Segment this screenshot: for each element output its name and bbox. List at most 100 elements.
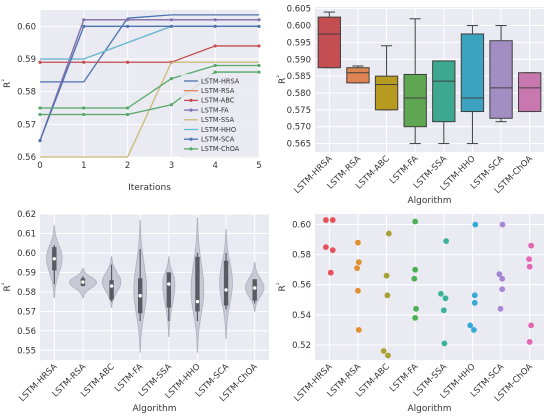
legend-marker: [189, 98, 193, 102]
series-point: [38, 106, 42, 110]
y-axis-label: R²: [0, 282, 13, 291]
y-tick-label: 0.62: [17, 210, 36, 220]
strip-point: [322, 217, 329, 223]
legend-box: [181, 74, 257, 158]
series-point: [257, 18, 261, 22]
series-point: [38, 139, 42, 143]
legend-marker: [189, 137, 193, 141]
strip-point: [526, 256, 533, 263]
y-tick-label: 0.57: [17, 120, 36, 130]
strip-point: [380, 348, 387, 354]
y-axis-label: R²: [275, 282, 288, 291]
line-chart-panel: 0.56 0.57 0.58 0.59 0.60 R² 0 1 2 3 4 5 Iterations LS…: [0, 0, 275, 200]
strip-plot: 0.520.540.560.580.60R²LSTM-HRSALSTM-RSAL…: [275, 214, 544, 414]
x-axis-label: Algorithm: [132, 404, 176, 414]
x-tick-label: 0: [37, 161, 42, 171]
violin-median-dot: [167, 282, 171, 286]
series-point: [257, 70, 261, 74]
y-tick-label: 0.59: [17, 55, 36, 65]
series-point: [82, 106, 86, 110]
violin-iqr-bar: [252, 279, 257, 301]
y-tick-label: 0.570: [287, 123, 311, 133]
plot-background: [315, 214, 544, 360]
strip-point: [355, 259, 362, 266]
strip-point: [467, 322, 474, 329]
strip-point: [355, 287, 361, 294]
box-plot: 0.565 0.570 0.575 0.580 0.585 0.590 0.595 0.600…: [275, 5, 544, 206]
y-tick-label: 0.60: [292, 221, 311, 231]
y-tick-label: 0.56: [17, 327, 36, 337]
violin-iqr-bar: [166, 272, 172, 308]
y-tick-label: 0.575: [287, 106, 311, 116]
series-line: [40, 14, 259, 83]
strip-point: [471, 292, 478, 299]
x-tick-label: LSTM-HRSA: [292, 362, 334, 404]
violin-plot: 0.55 0.56 0.57 0.58 0.59 0.60 0.61 0.62 R² LSTM-H…: [0, 210, 269, 414]
y-tick-label: 0.55: [17, 346, 36, 356]
series-point: [213, 18, 217, 22]
x-tick-label: LSTM-HRSA: [292, 154, 334, 196]
strip-point: [499, 275, 506, 282]
violin-median-dot: [195, 299, 200, 304]
box-body: [346, 67, 370, 84]
box-body: [403, 73, 427, 128]
strip-point: [384, 292, 391, 299]
strip-point: [497, 305, 504, 312]
box-body: [460, 33, 485, 113]
violin-median-dot: [224, 288, 228, 292]
box-body: [374, 75, 399, 111]
y-tick-label: 0.60: [17, 249, 36, 259]
violin-iqr-bar: [109, 280, 114, 300]
series-line: [40, 64, 259, 109]
violin-median-dot: [109, 284, 114, 288]
legend-entry: LSTM-HHO: [201, 126, 236, 134]
strip-point: [440, 307, 447, 314]
strip-point: [496, 271, 503, 278]
series-point: [169, 24, 173, 28]
strip-point: [355, 326, 362, 333]
series-line: [39, 25, 259, 141]
violin-median-dot: [138, 294, 142, 298]
violin-median-dot: [52, 257, 57, 261]
x-tick-label: 1: [81, 161, 86, 171]
y-axis-label: R²: [275, 75, 288, 84]
y-tick-label: 0.57: [17, 307, 36, 317]
legend-entry: LSTM-HRSA: [201, 77, 240, 85]
box-plot-panel: 0.565 0.570 0.575 0.580 0.585 0.590 0.595 0.600…: [275, 0, 550, 208]
strip-point: [412, 218, 419, 225]
box-body: [518, 72, 542, 113]
x-axis-label: Algorithm: [407, 404, 451, 414]
legend-marker: [189, 108, 193, 112]
strip-point: [526, 339, 533, 345]
series-line: [40, 45, 259, 63]
series-point: [82, 24, 86, 28]
strip-point: [355, 239, 361, 246]
x-axis-label: Algorithm: [407, 196, 451, 206]
series-point: [213, 44, 217, 48]
strip-point: [528, 242, 535, 249]
y-tick-label: 0.60: [17, 22, 36, 32]
legend-entry: LSTM-RSA: [201, 87, 235, 95]
y-tick-label: 0.585: [287, 72, 311, 82]
series-point: [38, 60, 42, 64]
strip-point: [329, 247, 336, 254]
y-tick-label: 0.54: [292, 311, 311, 321]
box-body: [317, 16, 341, 69]
strip-point: [443, 238, 450, 244]
y-axis-label: R²: [0, 79, 13, 88]
series-point: [169, 77, 173, 81]
series-point: [126, 106, 130, 110]
strip-point: [471, 299, 478, 306]
legend-entry: LSTM-SSA: [201, 116, 234, 124]
strip-point: [470, 326, 477, 333]
strip-point: [322, 244, 329, 251]
series-point: [126, 112, 130, 117]
series-line: [40, 71, 259, 116]
legend-entry: LSTM-ABC: [201, 97, 235, 105]
violin-median-dot: [252, 286, 257, 290]
strip-point: [412, 314, 419, 321]
legend-entry: LSTM-SCA: [201, 136, 235, 144]
strip-point: [412, 266, 419, 273]
series-point: [257, 63, 261, 68]
y-tick-label: 0.58: [17, 88, 36, 98]
